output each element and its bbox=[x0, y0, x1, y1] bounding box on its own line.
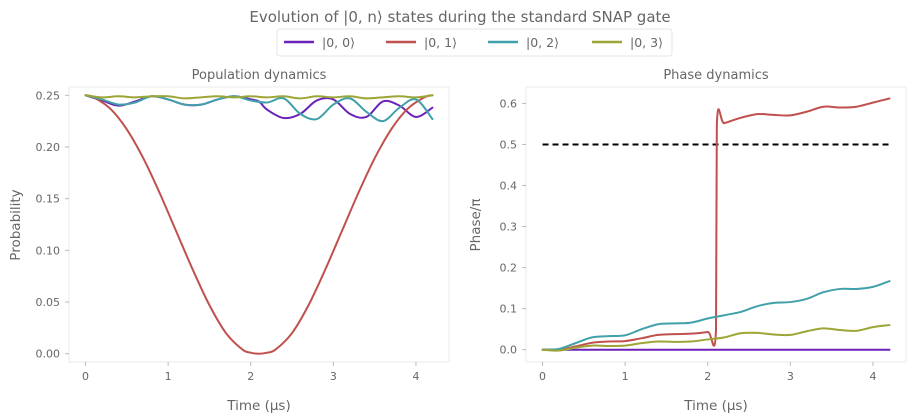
population-x-tick-label-0: 0 bbox=[82, 370, 89, 383]
population-dynamics-title: Population dynamics bbox=[192, 68, 327, 83]
phase-x-tick-label-1: 1 bbox=[622, 370, 629, 383]
phase-x-tick-label-0: 0 bbox=[539, 370, 546, 383]
figure-title: Evolution of |0, n⟩ states during the st… bbox=[249, 8, 670, 26]
population-x-tick-label-2: 2 bbox=[247, 370, 254, 383]
population-y-tick-label-4: 0.20 bbox=[36, 141, 61, 154]
population-y-ticks: 0.00 0.05 0.10 0.15 0.20 0.25 bbox=[36, 89, 69, 361]
population-y-tick-label-1: 0.05 bbox=[36, 296, 61, 309]
population-series-line-0 bbox=[84, 94, 434, 120]
legend-frame bbox=[276, 28, 673, 57]
phase-series-line-3 bbox=[541, 324, 891, 352]
population-y-tick-label-3: 0.15 bbox=[36, 193, 61, 206]
phase-x-axis-label: Time (μs) bbox=[683, 398, 748, 414]
phase-x-tick-label-2: 2 bbox=[704, 370, 711, 383]
phase-y-tick-label-5: 0.5 bbox=[500, 138, 518, 151]
population-series-line-2 bbox=[84, 94, 434, 123]
phase-x-tick-label-3: 3 bbox=[787, 370, 794, 383]
phase-x-ticks: 0 1 2 3 4 bbox=[539, 362, 876, 383]
population-x-axis-label: Time (μs) bbox=[226, 398, 291, 414]
phase-series-line-1 bbox=[541, 97, 891, 351]
legend: |0, 0⟩ |0, 1⟩ |0, 2⟩ |0, 3⟩ bbox=[276, 28, 673, 57]
phase-y-axis-label: Phase/π bbox=[468, 199, 484, 252]
population-y-axis-label: Probability bbox=[8, 189, 24, 260]
phase-y-tick-label-3: 0.3 bbox=[500, 221, 518, 234]
population-x-tick-label-3: 3 bbox=[330, 370, 337, 383]
legend-label-2: |0, 2⟩ bbox=[526, 35, 559, 50]
population-y-tick-label-0: 0.00 bbox=[36, 348, 61, 361]
phase-x-tick-label-4: 4 bbox=[869, 370, 876, 383]
phase-y-tick-label-6: 0.6 bbox=[500, 97, 518, 110]
population-x-tick-label-1: 1 bbox=[165, 370, 172, 383]
population-series-line-1 bbox=[84, 94, 434, 355]
population-plot-frame bbox=[68, 86, 450, 363]
phase-y-tick-label-1: 0.1 bbox=[500, 303, 518, 316]
legend-label-3: |0, 3⟩ bbox=[630, 35, 663, 50]
population-y-tick-label-5: 0.25 bbox=[36, 89, 61, 102]
population-x-tick-label-4: 4 bbox=[412, 370, 419, 383]
population-lines bbox=[84, 94, 434, 355]
phase-y-ticks: 0.0 0.1 0.2 0.3 0.4 0.5 0.6 bbox=[500, 97, 526, 357]
population-y-tick-label-2: 0.10 bbox=[36, 244, 61, 257]
phase-y-tick-label-0: 0.0 bbox=[500, 344, 518, 357]
phase-plot-frame bbox=[525, 86, 907, 363]
phase-dynamics-title: Phase dynamics bbox=[663, 68, 769, 83]
phase-series-line-2 bbox=[541, 280, 891, 351]
population-x-ticks: 0 1 2 3 4 bbox=[82, 362, 419, 383]
phase-y-tick-label-2: 0.2 bbox=[500, 262, 518, 275]
legend-label-0: |0, 0⟩ bbox=[322, 35, 355, 50]
phase-y-tick-label-4: 0.4 bbox=[500, 180, 518, 193]
phase-lines bbox=[541, 97, 891, 352]
population-series-line-3 bbox=[84, 94, 434, 100]
legend-label-1: |0, 1⟩ bbox=[424, 35, 457, 50]
